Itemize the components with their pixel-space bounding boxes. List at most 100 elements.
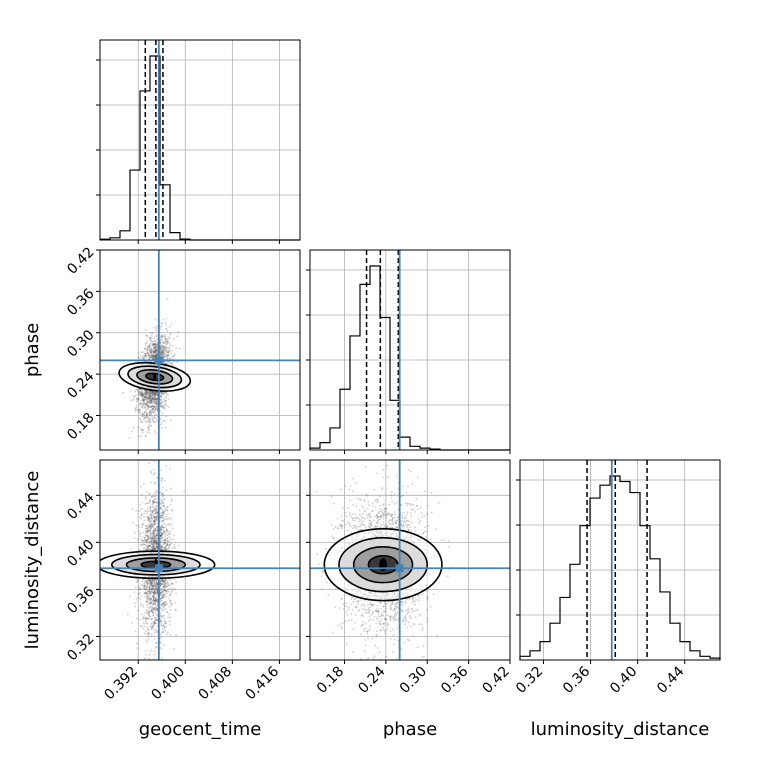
sample-point [162, 401, 165, 403]
sample-point [151, 397, 154, 400]
sample-point [150, 617, 153, 620]
sample-point [155, 536, 158, 539]
sample-point [147, 518, 150, 520]
sample-point [156, 477, 159, 479]
sample-point [154, 350, 157, 353]
sample-point [150, 395, 153, 398]
sample-point [159, 354, 162, 357]
sample-point [137, 538, 140, 541]
sample-point [153, 495, 156, 498]
sample-point [161, 499, 164, 502]
sample-point [156, 603, 159, 606]
sample-point [149, 337, 152, 339]
sample-point [153, 407, 156, 409]
sample-point [150, 413, 153, 416]
sample-point [154, 588, 157, 590]
sample-point [148, 585, 151, 587]
sample-point [394, 615, 396, 618]
sample-point [154, 349, 157, 352]
sample-point [154, 342, 157, 345]
sample-point [161, 582, 163, 584]
sample-point [174, 609, 177, 612]
sample-point [136, 397, 139, 400]
sample-point [162, 583, 165, 586]
sample-point [148, 505, 151, 508]
sample-point [141, 421, 143, 424]
sample-point [153, 350, 156, 352]
sample-point [156, 543, 159, 545]
sample-point [155, 348, 158, 350]
sample-point [139, 587, 142, 590]
sample-point [159, 545, 162, 548]
sample-point [151, 580, 154, 582]
sample-point [153, 522, 156, 525]
sample-point [147, 398, 150, 401]
sample-point [166, 508, 169, 511]
sample-point [146, 401, 149, 404]
sample-point [155, 586, 157, 589]
sample-point [172, 534, 175, 537]
sample-point [141, 403, 144, 406]
sample-point [149, 523, 152, 526]
sample-point [140, 603, 143, 605]
sample-point [160, 352, 163, 355]
sample-point [146, 545, 149, 548]
sample-point [139, 393, 142, 396]
sample-point [149, 526, 152, 528]
sample-point [141, 431, 144, 434]
sample-point [153, 521, 155, 523]
sample-point [152, 614, 155, 616]
sample-point [153, 519, 156, 522]
sample-point [156, 345, 159, 348]
sample-point [146, 399, 149, 402]
sample-point [152, 622, 155, 624]
sample-point [165, 354, 168, 357]
sample-point [153, 579, 156, 581]
sample-point [153, 535, 156, 538]
sample-point [343, 605, 346, 607]
sample-point [151, 588, 153, 590]
sample-point [145, 329, 147, 331]
sample-point [163, 622, 166, 624]
sample-point [136, 647, 139, 649]
sample-point [164, 585, 167, 587]
sample-point [149, 355, 152, 358]
sample-point [153, 578, 155, 581]
sample-point [139, 485, 142, 488]
sample-point [149, 500, 152, 503]
sample-point [153, 547, 156, 550]
sample-point [146, 351, 149, 354]
sample-point [148, 632, 150, 635]
sample-point [159, 512, 162, 515]
histogram-step [519, 475, 721, 660]
sample-point [346, 642, 348, 645]
sample-point [138, 417, 141, 419]
sample-point [149, 531, 152, 533]
sample-point [168, 325, 171, 328]
sample-point [155, 582, 158, 584]
sample-point [148, 580, 151, 582]
sample-point [177, 331, 180, 333]
sample-point [143, 391, 146, 394]
sample-point [146, 579, 148, 582]
sample-point [153, 585, 156, 587]
sample-point [162, 580, 165, 583]
sample-point [166, 342, 169, 345]
sample-point [152, 586, 155, 589]
sample-point [153, 404, 156, 407]
sample-point [160, 512, 163, 515]
sample-point [144, 546, 146, 549]
sample-point [138, 588, 141, 591]
sample-point [146, 346, 149, 349]
sample-point [176, 361, 179, 364]
sample-point [148, 499, 151, 501]
sample-point [166, 506, 168, 508]
sample-point [150, 581, 153, 584]
sample-point [148, 391, 151, 394]
sample-point [152, 546, 154, 548]
sample-point [150, 400, 153, 402]
sample-point [163, 603, 165, 606]
sample-point [153, 350, 156, 353]
panel-frame [519, 459, 721, 661]
sample-point [367, 523, 370, 526]
